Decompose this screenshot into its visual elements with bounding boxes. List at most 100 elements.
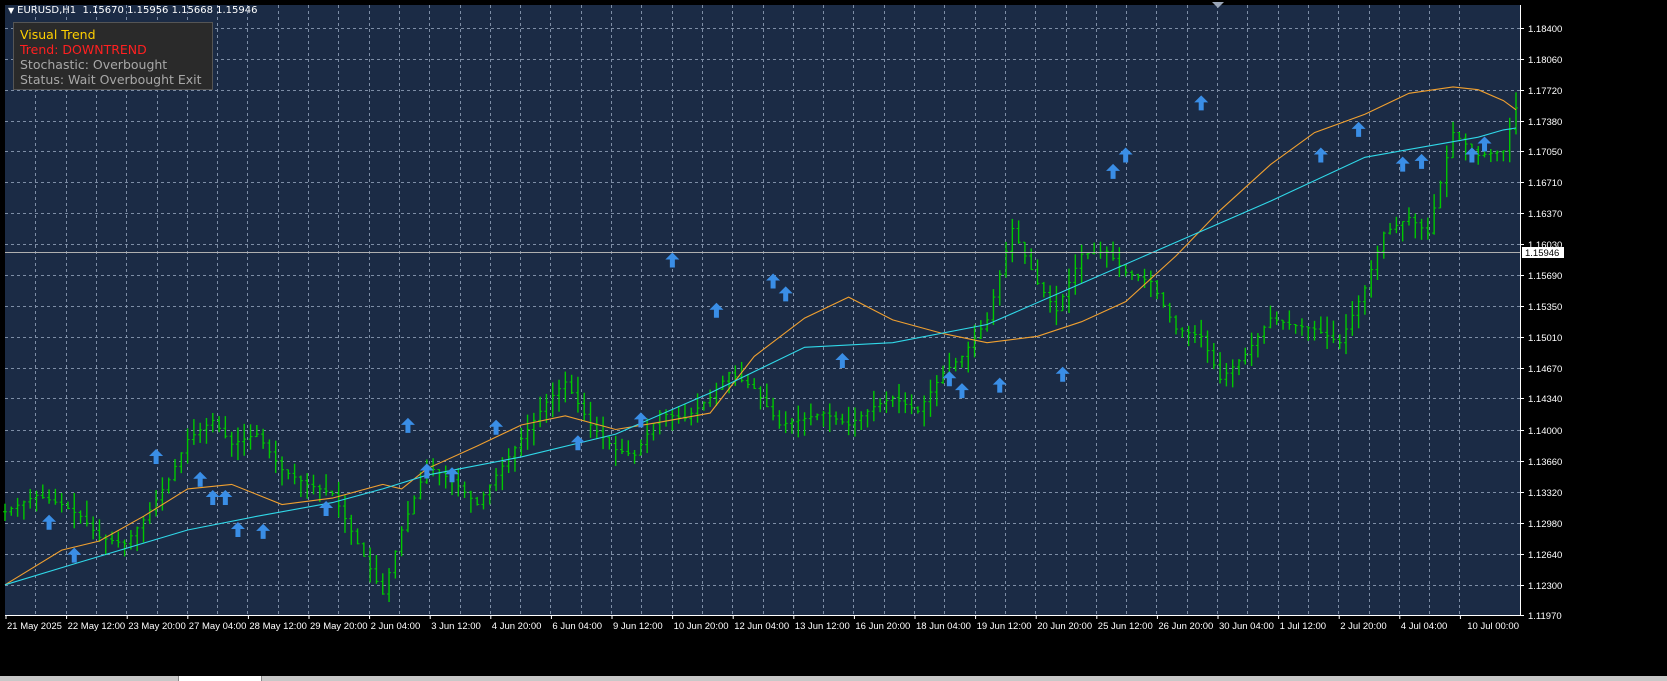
time-tick-label: 12 Jun 04:00 [734, 621, 789, 632]
price-tick-label: 1.14340 [1528, 394, 1562, 405]
price-tick-label: 1.18060 [1528, 55, 1562, 66]
time-tick-label: 23 May 20:00 [128, 621, 186, 632]
symbol-label: EURUSD,H1 [17, 5, 77, 16]
price-tick-label: 1.17050 [1528, 147, 1562, 158]
chart-tabs-bar [0, 676, 1667, 681]
ohlc-values: 1.15670 1.15956 1.15668 1.15946 [82, 5, 258, 16]
price-tick-label: 1.12980 [1528, 519, 1562, 530]
buy-arrow-icon [665, 252, 680, 268]
time-tick-label: 30 Jun 04:00 [1219, 621, 1274, 632]
time-tick-label: 10 Jun 20:00 [674, 621, 729, 632]
buy-arrow-icon [992, 377, 1007, 393]
chart-header: ▼ EURUSD,H1 1.15670 1.15956 1.15668 1.159… [8, 5, 257, 16]
buy-arrow-icon [42, 514, 57, 530]
panel-status: Status: Wait Overbought Exit [20, 72, 202, 87]
time-tick-label: 1 Jul 12:00 [1280, 621, 1326, 632]
time-tick-label: 4 Jun 20:00 [492, 621, 542, 632]
time-tick-label: 26 Jun 20:00 [1158, 621, 1213, 632]
price-tick-label: 1.13660 [1528, 457, 1562, 468]
plot-area[interactable] [5, 5, 1520, 615]
buy-arrow-icon [633, 412, 648, 428]
buy-arrow-icon [954, 383, 969, 399]
buy-arrow-icon [230, 522, 245, 538]
time-tick-label: 4 Jul 04:00 [1401, 621, 1447, 632]
collapse-triangle-icon[interactable]: ▼ [8, 6, 15, 15]
panel-stochastic: Stochastic: Overbought [20, 57, 168, 72]
buy-arrow-icon [193, 471, 208, 487]
price-tick-label: 1.14000 [1528, 426, 1562, 437]
price-tick-label: 1.18400 [1528, 24, 1562, 35]
time-tick-label: 18 Jun 04:00 [916, 621, 971, 632]
time-tick-label: 21 May 2025 [7, 621, 62, 632]
buy-arrow-icon [570, 435, 585, 451]
time-tick-label: 3 Jun 12:00 [431, 621, 481, 632]
buy-arrow-icon [149, 448, 164, 464]
time-tick-label: 29 May 20:00 [310, 621, 368, 632]
current-price-tag: 1.15946 [5, 247, 1564, 259]
price-tick-label: 1.17720 [1528, 86, 1562, 97]
buy-arrow-icon [778, 286, 793, 302]
time-tick-label: 20 Jun 20:00 [1037, 621, 1092, 632]
moving-average-slow [4, 127, 1517, 586]
moving-average-fast [4, 86, 1517, 586]
buy-arrow-icon [1194, 95, 1209, 111]
buy-arrow-icon [835, 353, 850, 369]
time-tick-label: 19 Jun 12:00 [977, 621, 1032, 632]
buy-arrow-icon [489, 419, 504, 435]
buy-arrow-icon [419, 463, 434, 479]
time-tick-label: 22 May 12:00 [68, 621, 126, 632]
price-tick-label: 1.15010 [1528, 333, 1562, 344]
price-tick-label: 1.12640 [1528, 550, 1562, 561]
buy-arrow-icon [1464, 147, 1479, 163]
buy-arrow-icon [256, 523, 271, 539]
chart-tab[interactable] [178, 676, 262, 681]
time-tick-label: 28 May 12:00 [249, 621, 307, 632]
buy-arrow-icon [400, 417, 415, 433]
price-tick-label: 1.11970 [1528, 611, 1562, 622]
visual-trend-panel: Visual Trend Trend: DOWNTREND Stochastic… [13, 22, 213, 90]
price-axis: 1.18400 1.18060 1.17720 1.17380 1.17050 1.167… [1520, 24, 1562, 622]
signal-arrows [42, 95, 1492, 563]
current-price-label: 1.15946 [1525, 248, 1559, 259]
buy-arrow-icon [1055, 366, 1070, 382]
scroll-marker-icon[interactable] [1212, 2, 1224, 8]
price-tick-label: 1.16030 [1528, 240, 1562, 251]
buy-arrow-icon [1118, 147, 1133, 163]
buy-arrow-icon [942, 371, 957, 387]
current-price-box [1522, 247, 1564, 258]
time-tick-label: 6 Jun 04:00 [552, 621, 602, 632]
price-tick-label: 1.16370 [1528, 209, 1562, 220]
time-tick-label: 2 Jul 20:00 [1340, 621, 1386, 632]
buy-arrow-icon [319, 501, 334, 517]
time-tick-label: 2 Jun 04:00 [371, 621, 421, 632]
buy-arrow-icon [1395, 156, 1410, 172]
buy-arrow-icon [709, 302, 724, 318]
buy-arrow-icon [67, 547, 82, 563]
price-tick-label: 1.13320 [1528, 488, 1562, 499]
buy-arrow-icon [766, 273, 781, 289]
price-series [3, 92, 1518, 603]
price-tick-label: 1.17380 [1528, 117, 1562, 128]
time-tick-label: 25 Jun 12:00 [1098, 621, 1153, 632]
buy-arrow-icon [1106, 163, 1121, 179]
panel-title: Visual Trend [20, 27, 96, 42]
price-tick-label: 1.14670 [1528, 364, 1562, 375]
moving-averages [4, 86, 1517, 586]
time-tick-label: 27 May 04:00 [189, 621, 247, 632]
buy-arrow-icon [218, 490, 233, 506]
buy-arrow-icon [1351, 121, 1366, 137]
time-axis: 21 May 2025 22 May 12:00 23 May 20:00 27 Ma… [5, 615, 1519, 632]
time-tick-label: 10 Jul 00:00 [1467, 621, 1519, 632]
buy-arrow-icon [1414, 153, 1429, 169]
time-tick-label: 16 Jun 20:00 [855, 621, 910, 632]
price-tick-label: 1.15690 [1528, 271, 1562, 282]
buy-arrow-icon [1313, 147, 1328, 163]
price-tick-label: 1.15350 [1528, 302, 1562, 313]
price-tick-label: 1.16710 [1528, 178, 1562, 189]
buy-arrow-icon [205, 490, 220, 506]
price-tick-label: 1.12300 [1528, 581, 1562, 592]
panel-trend: Trend: DOWNTREND [20, 42, 147, 57]
buy-arrow-icon [445, 467, 460, 483]
